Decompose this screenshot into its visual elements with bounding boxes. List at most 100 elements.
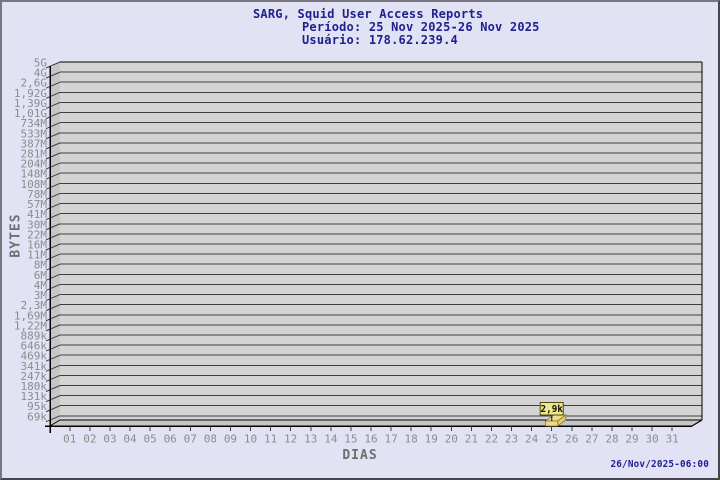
floor-right-diagonal xyxy=(691,419,703,427)
y-tick-label: 1,01G xyxy=(14,107,47,120)
y-tick xyxy=(45,182,61,190)
report-title: SARG, Squid User Access Reports xyxy=(253,7,484,21)
y-tick-label: 1,92G xyxy=(14,87,47,100)
y-tick-label: 1,69M xyxy=(14,309,47,322)
y-tick-label: 1,39G xyxy=(14,97,47,110)
x-tick-label: 09 xyxy=(224,433,237,446)
x-tick-label: 25 xyxy=(545,433,558,446)
y-tick-label: 11M xyxy=(27,249,47,262)
y-tick xyxy=(45,364,61,372)
y-tick xyxy=(45,405,61,413)
y-tick-label: 16M xyxy=(27,238,47,251)
x-tick-label: 10 xyxy=(244,433,257,446)
bar-day-25 xyxy=(545,420,559,427)
x-tick-label: 07 xyxy=(184,433,197,446)
y-tick xyxy=(45,61,61,69)
y-tick xyxy=(45,223,61,231)
value-label-box xyxy=(539,402,564,416)
x-tick-label: 01 xyxy=(63,433,76,446)
y-tick-label: 4M xyxy=(34,279,48,292)
y-tick-label: 281M xyxy=(21,147,48,160)
y-tick xyxy=(45,122,61,130)
left-wall xyxy=(50,62,60,426)
x-tick-label: 16 xyxy=(364,433,377,446)
y-tick-label: 22M xyxy=(27,228,47,241)
x-tick-label: 02 xyxy=(83,433,96,446)
y-tick xyxy=(45,324,61,332)
y-tick xyxy=(45,263,61,271)
y-tick-label: 5G xyxy=(34,57,47,70)
y-tick-label: 734M xyxy=(21,117,48,130)
x-tick-label: 28 xyxy=(605,433,618,446)
y-tick xyxy=(45,334,61,342)
y-tick-label: 131k xyxy=(21,390,48,403)
x-tick-label: 30 xyxy=(645,433,658,446)
x-tick-label: 05 xyxy=(143,433,156,446)
y-tick xyxy=(45,192,61,200)
bar-value-label: 2,9k xyxy=(541,404,564,415)
y-tick xyxy=(45,374,61,382)
y-tick xyxy=(45,71,61,79)
x-tick-label: 08 xyxy=(204,433,217,446)
y-tick xyxy=(45,203,61,210)
y-tick xyxy=(45,354,61,362)
y-tick-label: 95k xyxy=(27,400,47,413)
x-tick-label: 23 xyxy=(505,433,518,446)
x-tick-label: 27 xyxy=(585,433,598,446)
y-tick-label: 69k xyxy=(27,410,47,423)
x-tick-label: 13 xyxy=(304,433,317,446)
y-tick xyxy=(45,385,61,392)
report-period: Período: 25 Nov 2025-26 Nov 2025 xyxy=(302,20,540,34)
chart-floor xyxy=(50,420,702,426)
x-axis-title: DIAS xyxy=(342,448,378,463)
y-tick xyxy=(45,415,61,423)
x-tick-label: 24 xyxy=(525,433,539,446)
y-tick-label: 1,22M xyxy=(14,319,47,332)
y-tick-label: 3M xyxy=(34,289,48,302)
y-tick-label: 108M xyxy=(21,178,48,191)
y-tick-label: 469k xyxy=(21,350,48,363)
y-tick-label: 78M xyxy=(27,188,47,201)
y-tick xyxy=(45,112,61,120)
x-tick-label: 19 xyxy=(425,433,438,446)
y-tick xyxy=(45,152,61,160)
y-tick xyxy=(45,243,61,251)
y-axis-title: BYTES xyxy=(8,213,24,258)
x-tick-label: 22 xyxy=(485,433,498,446)
y-tick-label: 4G xyxy=(34,67,47,80)
y-tick-label: 6M xyxy=(34,269,48,282)
y-tick xyxy=(45,213,61,221)
y-tick xyxy=(45,273,61,281)
x-tick-label: 18 xyxy=(405,433,418,446)
y-tick-label: 646k xyxy=(21,340,48,353)
x-tick-label: 14 xyxy=(324,433,338,446)
y-tick xyxy=(45,395,61,403)
y-tick xyxy=(45,294,61,301)
x-tick-label: 12 xyxy=(284,433,297,446)
y-tick-label: 180k xyxy=(21,380,48,393)
y-tick xyxy=(45,81,61,89)
x-tick-label: 15 xyxy=(344,433,357,446)
y-tick-label: 8M xyxy=(34,259,48,272)
x-tick-label: 31 xyxy=(666,433,679,446)
y-tick xyxy=(45,283,61,291)
x-tick-label: 29 xyxy=(625,433,638,446)
plot-area xyxy=(60,62,702,420)
y-tick xyxy=(45,233,61,241)
y-tick-label: 148M xyxy=(21,168,48,181)
y-tick xyxy=(45,314,61,322)
y-tick xyxy=(45,253,61,261)
y-tick-label: 341k xyxy=(21,360,48,373)
y-tick-label: 2,6G xyxy=(21,77,48,90)
y-tick xyxy=(45,142,61,150)
y-tick xyxy=(45,91,61,99)
generation-timestamp: 26/Nov/2025-06:00 xyxy=(610,459,709,470)
report-user: Usuário: 178.62.239.4 xyxy=(302,33,458,47)
y-tick-label: 2,3M xyxy=(21,299,48,312)
x-tick-label: 04 xyxy=(123,433,137,446)
y-tick-label: 41M xyxy=(27,208,47,221)
y-tick xyxy=(45,344,61,352)
y-tick-label: 387M xyxy=(21,137,48,150)
x-tick-label: 20 xyxy=(445,433,458,446)
